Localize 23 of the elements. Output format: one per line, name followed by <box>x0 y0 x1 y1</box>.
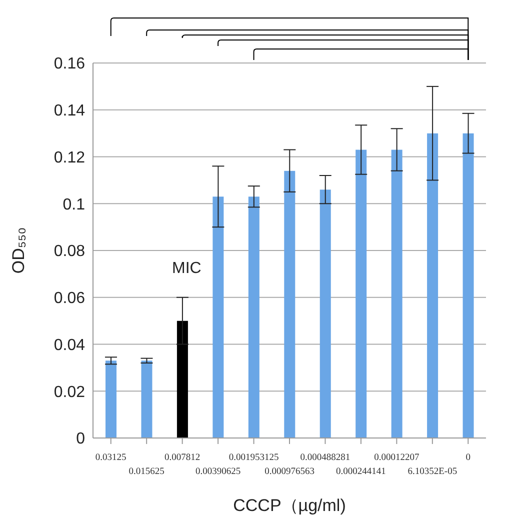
x-tick-label: 0.00390625 <box>195 467 241 477</box>
x-tick-label: 0 <box>466 453 471 463</box>
y-tick-label: 0.08 <box>54 243 86 260</box>
y-tick-label: 0.12 <box>54 149 86 166</box>
x-axis-title: CCCP（µg/ml) <box>233 496 346 515</box>
y-tick-label: 0.1 <box>62 196 86 214</box>
x-tick-label: 0.007812 <box>164 453 200 463</box>
x-tick-label: 0.015625 <box>128 467 165 477</box>
y-tick-label: 0.16 <box>54 56 86 73</box>
y-tick-label: 0.14 <box>54 102 86 120</box>
annotation: MIC <box>172 260 202 278</box>
x-tick-label: 0.000976563 <box>264 467 315 477</box>
x-tick-label: 0.000488281 <box>300 453 350 463</box>
x-tick-label: 0.03125 <box>95 453 127 463</box>
y-tick-label: 0.02 <box>54 384 86 401</box>
x-tick-label: 0.000244141 <box>336 467 386 477</box>
x-tick-label: 6.10352E-05 <box>408 467 458 477</box>
y-tick-label: 0 <box>76 430 86 448</box>
y-tick-label: 0.04 <box>54 336 86 354</box>
x-tick-label: 0.00012207 <box>374 453 420 463</box>
y-tick-label: 0.06 <box>54 290 86 308</box>
x-tick-label: 0.001953125 <box>228 453 279 463</box>
y-axis-title: OD₅₅₀ <box>9 227 28 274</box>
